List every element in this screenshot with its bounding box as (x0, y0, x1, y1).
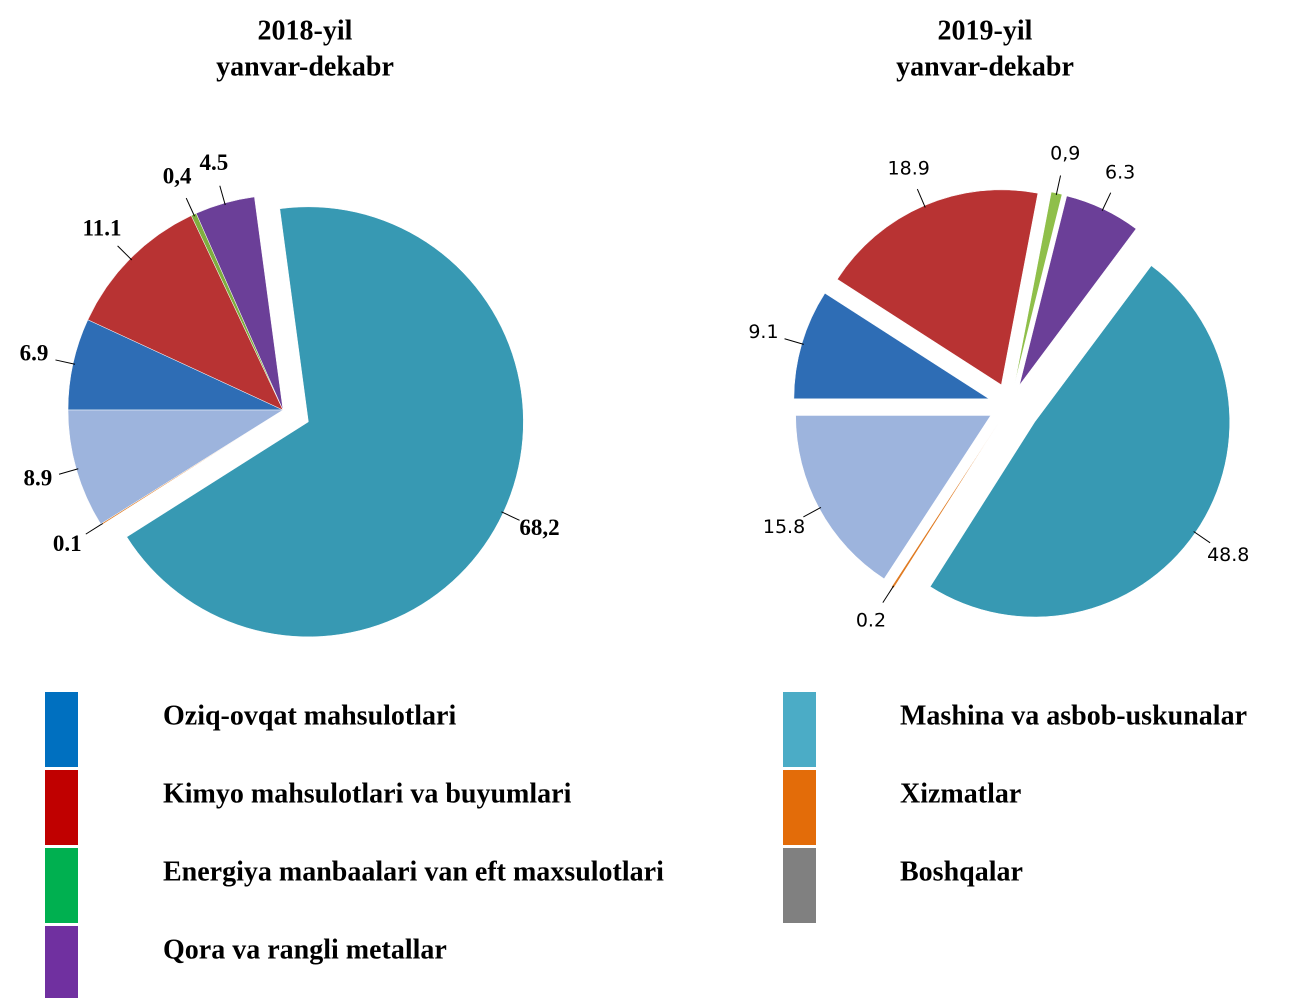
legend-label: Oziq-ovqat mahsulotlari (163, 700, 456, 731)
legend-swatch (783, 848, 816, 923)
leader-line (85, 523, 104, 535)
leader-line (1193, 531, 1211, 544)
leader-line (1101, 192, 1112, 211)
data-label: 11.1 (82, 216, 121, 241)
legend-label: Mashina va asbob-uskunalar (900, 700, 1247, 731)
data-label: 0,4 (163, 163, 192, 188)
data-label: 0.1 (53, 531, 82, 556)
leader-line (58, 468, 79, 475)
data-label: 9.1 (748, 321, 778, 343)
chart-title: 2019-yil (938, 15, 1033, 46)
leader-line (55, 359, 76, 365)
data-label: 0,9 (1050, 143, 1080, 165)
legend-label: Qora va rangli metallar (163, 934, 447, 965)
leader-line (1055, 175, 1062, 196)
legend-label: Kimyo mahsulotlari va buyumlari (163, 778, 572, 809)
legend-label: Energiya manbaalari van eft maxsulotlari (163, 856, 664, 887)
leader-line (882, 585, 895, 603)
data-label: 8.9 (24, 466, 53, 491)
data-label: 6.9 (20, 340, 49, 365)
leader-line (117, 245, 133, 261)
data-label: 18.9 (888, 157, 930, 179)
legend-swatch (45, 848, 78, 923)
chart-title: yanvar-dekabr (896, 51, 1074, 82)
leader-line (185, 197, 195, 217)
leader-line (803, 506, 822, 518)
legend-swatch (783, 770, 816, 845)
leader-line (219, 185, 226, 206)
leader-line (916, 188, 926, 208)
data-label: 6.3 (1105, 161, 1135, 183)
chart-title: 2018-yil (258, 15, 353, 46)
legend-label: Xizmatlar (900, 778, 1021, 809)
legend-label: Boshqalar (900, 856, 1023, 887)
chart-title: yanvar-dekabr (216, 51, 394, 82)
legend-swatch (45, 770, 78, 845)
data-label: 0.2 (856, 610, 886, 632)
data-label: 68,2 (519, 515, 559, 540)
data-label: 4.5 (199, 150, 228, 175)
data-label: 48.8 (1207, 544, 1249, 566)
leader-line (501, 511, 520, 521)
legend-swatch (45, 692, 78, 767)
leader-line (784, 338, 804, 345)
data-label: 15.8 (763, 516, 805, 538)
legend-swatch (783, 692, 816, 767)
legend-swatch (45, 926, 78, 998)
